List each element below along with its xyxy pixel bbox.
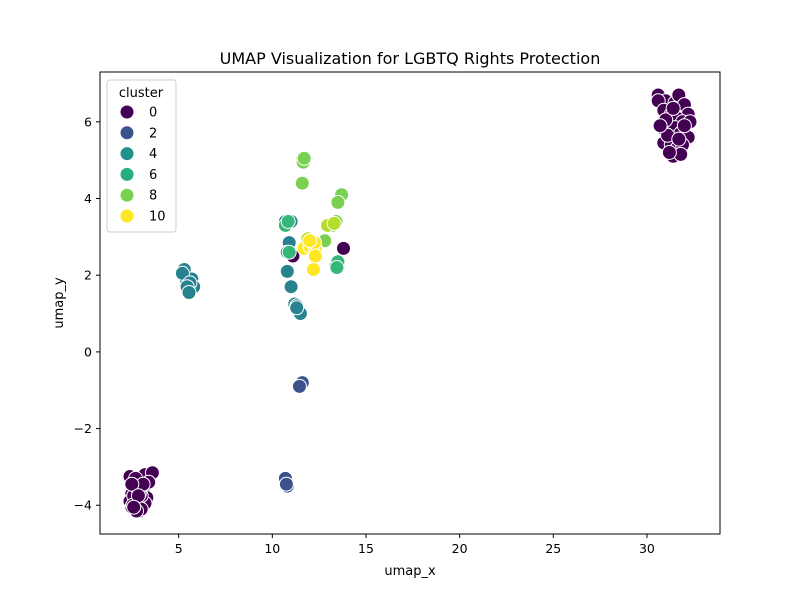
y-tick-label: 4 xyxy=(84,191,92,206)
legend: cluster 0 2 4 6 8 10 xyxy=(106,79,177,233)
plot-frame xyxy=(99,71,721,535)
x-axis-label: umap_x xyxy=(384,564,436,579)
data-point xyxy=(652,118,668,134)
data-point xyxy=(329,260,345,275)
data-point xyxy=(292,378,307,394)
legend-marker xyxy=(119,208,135,224)
data-point xyxy=(665,100,681,116)
data-point xyxy=(279,263,295,279)
y-tick-label: −2 xyxy=(74,421,92,436)
legend-label: 2 xyxy=(149,126,157,141)
points-layer xyxy=(122,87,698,519)
y-tick-label: 0 xyxy=(84,344,92,359)
legend-marker xyxy=(119,187,135,203)
legend-title: cluster xyxy=(119,86,164,101)
x-tick-label: 20 xyxy=(452,541,468,556)
x-tick-label: 15 xyxy=(358,541,374,556)
data-point xyxy=(283,279,299,295)
x-tick-label: 10 xyxy=(264,541,280,556)
legend-marker xyxy=(119,146,135,162)
legend-marker xyxy=(119,125,135,141)
chart-title: UMAP Visualization for LGBTQ Rights Prot… xyxy=(220,49,601,68)
data-point xyxy=(336,240,351,256)
x-tick-label: 30 xyxy=(639,541,655,556)
data-point xyxy=(330,194,346,210)
data-point xyxy=(302,233,318,249)
data-point xyxy=(126,499,142,515)
data-point xyxy=(326,215,342,231)
legend-label: 8 xyxy=(149,189,157,204)
legend-label: 4 xyxy=(149,147,157,162)
legend-marker xyxy=(119,166,135,182)
data-point xyxy=(306,262,321,277)
data-point xyxy=(296,150,312,166)
data-point xyxy=(671,131,687,147)
y-tick-label: −4 xyxy=(74,498,92,513)
y-tick-label: 6 xyxy=(84,114,92,129)
y-axis: −4 −2 0 2 4 6 xyxy=(74,114,100,513)
y-tick-label: 2 xyxy=(84,268,92,283)
x-tick-label: 5 xyxy=(175,541,183,556)
legend-entries: 0 2 4 6 8 10 xyxy=(119,104,166,225)
data-point xyxy=(294,175,310,191)
data-point xyxy=(676,118,692,134)
data-point xyxy=(280,214,296,229)
legend-label: 6 xyxy=(149,168,157,183)
data-point xyxy=(124,476,140,492)
legend-label: 0 xyxy=(149,106,157,121)
legend-marker xyxy=(119,104,135,120)
x-tick-label: 25 xyxy=(545,541,561,556)
data-point xyxy=(278,476,294,492)
data-point xyxy=(281,244,297,260)
data-point xyxy=(181,285,197,300)
x-axis: 5 10 15 20 25 30 xyxy=(175,534,655,556)
legend-box xyxy=(106,79,177,233)
data-point xyxy=(289,300,305,316)
y-axis-label: umap_y xyxy=(52,277,67,329)
legend-label: 10 xyxy=(149,210,166,225)
data-point xyxy=(661,145,677,160)
data-point xyxy=(307,248,323,264)
